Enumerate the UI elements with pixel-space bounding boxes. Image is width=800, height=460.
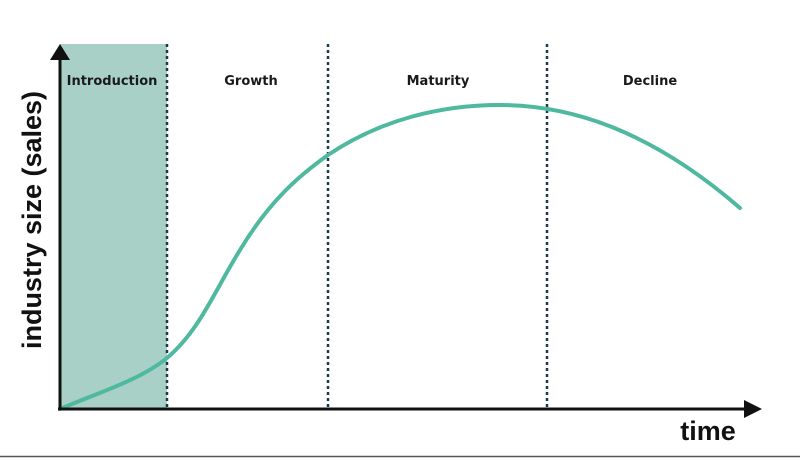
x-axis-arrow-icon [744, 400, 762, 418]
stage-label-decline: Decline [623, 74, 677, 89]
y-axis-label: industry size (sales) [17, 91, 47, 349]
stage-label-introduction: Introduction [67, 74, 158, 89]
y-axis-arrow-icon [50, 44, 70, 60]
stage-label-growth: Growth [224, 74, 278, 89]
introduction-shaded-region [60, 44, 167, 409]
x-axis-label: time [680, 416, 736, 446]
life-cycle-curve [58, 102, 742, 411]
stage-label-maturity: Maturity [407, 74, 470, 89]
